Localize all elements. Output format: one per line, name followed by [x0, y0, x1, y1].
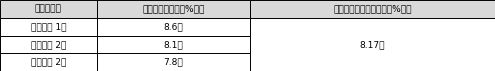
Bar [97, 53, 250, 71]
Bar [97, 0, 250, 18]
Text: 8.6。: 8.6。 [163, 22, 183, 31]
Bar [0, 18, 97, 36]
Bar [0, 36, 97, 53]
Text: 观察区域 2。: 观察区域 2。 [31, 40, 66, 49]
Text: 马氏体百分含量平均值（%）。: 马氏体百分含量平均值（%）。 [333, 4, 412, 13]
Text: 观察区域 2。: 观察区域 2。 [31, 58, 66, 67]
Bar [0, 53, 97, 71]
Text: 观察区域。: 观察区域。 [35, 4, 62, 13]
Text: 8.17。: 8.17。 [360, 40, 385, 49]
Bar [250, 0, 495, 18]
Bar [97, 36, 250, 53]
Bar [250, 18, 495, 71]
Bar [97, 18, 250, 36]
Text: 马氏体百分含量（%）。: 马氏体百分含量（%）。 [142, 4, 204, 13]
Text: 观察区域 1。: 观察区域 1。 [31, 22, 66, 31]
Text: 8.1。: 8.1。 [163, 40, 183, 49]
Text: 7.8。: 7.8。 [163, 58, 183, 67]
Bar [0, 0, 97, 18]
